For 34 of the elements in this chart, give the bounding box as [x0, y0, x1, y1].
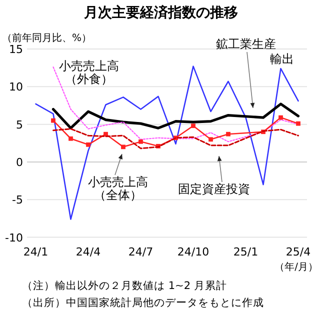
- point: [68, 136, 73, 141]
- y-tick-label: 10: [9, 80, 23, 94]
- y-tick-label: 5: [16, 118, 23, 132]
- point: [296, 121, 300, 126]
- x-axis-title: （年/月）: [274, 261, 318, 274]
- x-tick-label: 25/1: [233, 245, 258, 258]
- y-tick-label: -5: [12, 194, 23, 207]
- x-tick-label: 25/4: [286, 245, 311, 258]
- point: [278, 115, 283, 120]
- chart-title: 月次主要経済指数の推移: [83, 4, 239, 22]
- line-series: [52, 102, 300, 130]
- line-series: [52, 128, 299, 150]
- point: [138, 139, 143, 144]
- text: （注）輸出以外の２月数値は 1~2 月累計: [22, 279, 227, 293]
- point: [226, 132, 230, 136]
- point: [51, 118, 56, 123]
- text: 小売売上高（全体）: [87, 175, 149, 202]
- y-axis-title: （前年同月比、%）: [2, 32, 92, 45]
- x-tick-label: 24/1: [23, 245, 48, 258]
- text: 固定資産投資: [177, 182, 251, 196]
- series-label: 小売売上高（外食）: [58, 59, 120, 86]
- y-tick-label: -10: [5, 231, 23, 244]
- x-tick-label: 24/4: [76, 245, 101, 258]
- y-tick-label: 15: [9, 43, 23, 56]
- text: 鉱工業生産: [215, 37, 277, 51]
- x-tick-label: 24/7: [128, 245, 154, 258]
- point: [86, 142, 90, 147]
- point: [121, 144, 126, 150]
- point: [191, 124, 196, 128]
- series-label: 輸出: [269, 52, 295, 66]
- text: （出所）中国国家統計局他のデータをもとに作成: [22, 296, 264, 310]
- y-tick-label: 0: [16, 156, 23, 169]
- x-tick-label: 24/10: [177, 245, 210, 258]
- point: [208, 137, 213, 142]
